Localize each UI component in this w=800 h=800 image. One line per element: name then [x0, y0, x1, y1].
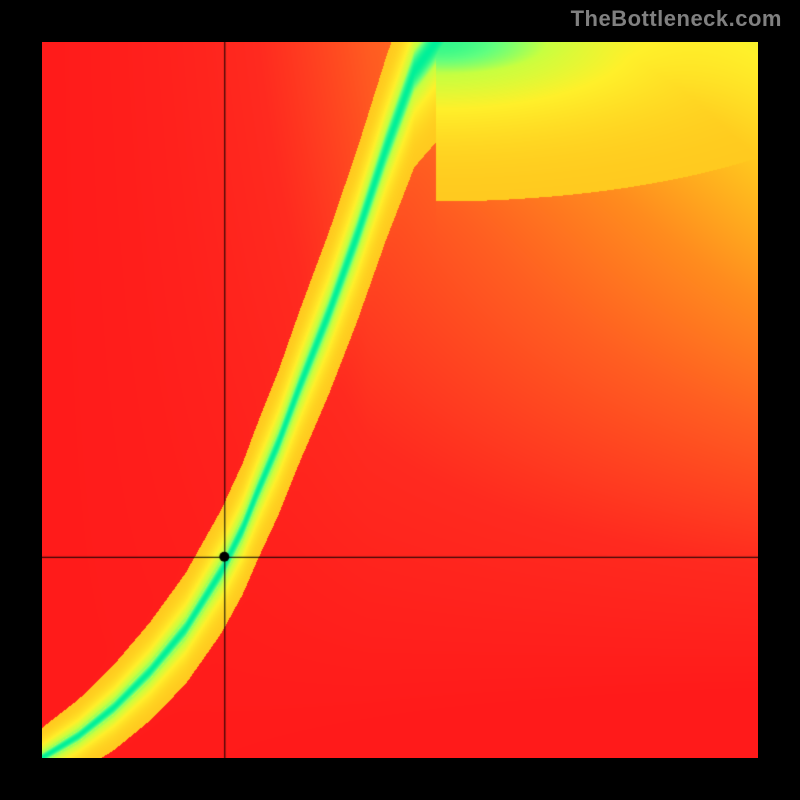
watermark-text: TheBottleneck.com: [571, 6, 782, 32]
chart-container: TheBottleneck.com: [0, 0, 800, 800]
heatmap-canvas: [42, 42, 758, 758]
heatmap-plot: [42, 42, 758, 758]
